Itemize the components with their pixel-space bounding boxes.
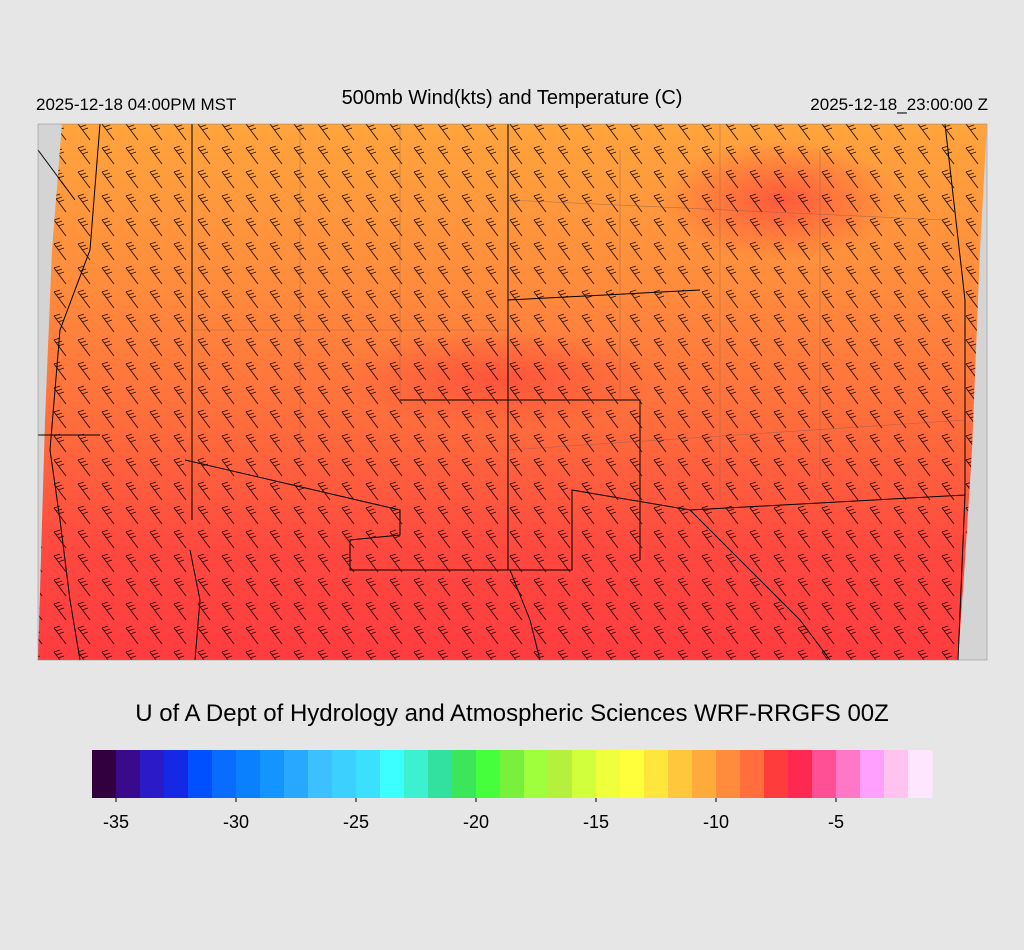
colorbar-bin (764, 750, 789, 798)
county-lines (192, 124, 966, 500)
colorbar-tick-label: -30 (223, 812, 249, 832)
colorbar-bin (380, 750, 405, 798)
valid-time-utc: 2025-12-18_23:00:00 Z (810, 95, 988, 114)
colorbar-bin (812, 750, 837, 798)
colorbar-bin (188, 750, 213, 798)
colorbar-bin (476, 750, 501, 798)
borders (37, 123, 966, 661)
colorbar-bin (836, 750, 861, 798)
colorbar-bin (404, 750, 429, 798)
colorbar-bin (908, 750, 933, 798)
colorbar-bin (524, 750, 549, 798)
colorbar-bin (596, 750, 621, 798)
colorbar-bin (668, 750, 693, 798)
colorbar-bin (164, 750, 189, 798)
colorbar-bin (884, 750, 909, 798)
colorbar: -35 -30 -25 -20 -15 -10 -5 (92, 750, 933, 832)
colorbar-bin (620, 750, 645, 798)
colorbar-bin (788, 750, 813, 798)
colorbar-tick-label: -35 (103, 812, 129, 832)
colorbar-bin (860, 750, 885, 798)
colorbar-bin (260, 750, 285, 798)
map-frame (37, 123, 988, 661)
colorbar-bin (452, 750, 477, 798)
colorbar-bin (356, 750, 381, 798)
colorbar-tick-label: -10 (703, 812, 729, 832)
colorbar-bin (332, 750, 357, 798)
credit: U of A Dept of Hydrology and Atmospheric… (135, 700, 889, 727)
colorbar-bin (428, 750, 453, 798)
colorbar-bin (236, 750, 261, 798)
colorbar-tick-label: -20 (463, 812, 489, 832)
map (37, 123, 988, 661)
colorbar-bin (740, 750, 765, 798)
map-title: 500mb Wind(kts) and Temperature (C) (342, 87, 683, 109)
valid-time-local: 2025-12-18 04:00PM MST (36, 95, 236, 114)
colorbar-tick-label: -25 (343, 812, 369, 832)
colorbar-bin (212, 750, 237, 798)
colorbar-bin (284, 750, 309, 798)
colorbar-tick-label: -15 (583, 812, 609, 832)
colorbar-bin (716, 750, 741, 798)
colorbar-bin (692, 750, 717, 798)
colorbar-bin (644, 750, 669, 798)
colorbar-tick-label: -5 (828, 812, 844, 832)
colorbar-bin (116, 750, 141, 798)
colorbar-bin (500, 750, 525, 798)
colorbar-bin (308, 750, 333, 798)
colorbar-bin (140, 750, 165, 798)
colorbar-bin (572, 750, 597, 798)
colorbar-bin (92, 750, 117, 798)
wind-barbs (38, 124, 987, 660)
colorbar-bin (548, 750, 573, 798)
